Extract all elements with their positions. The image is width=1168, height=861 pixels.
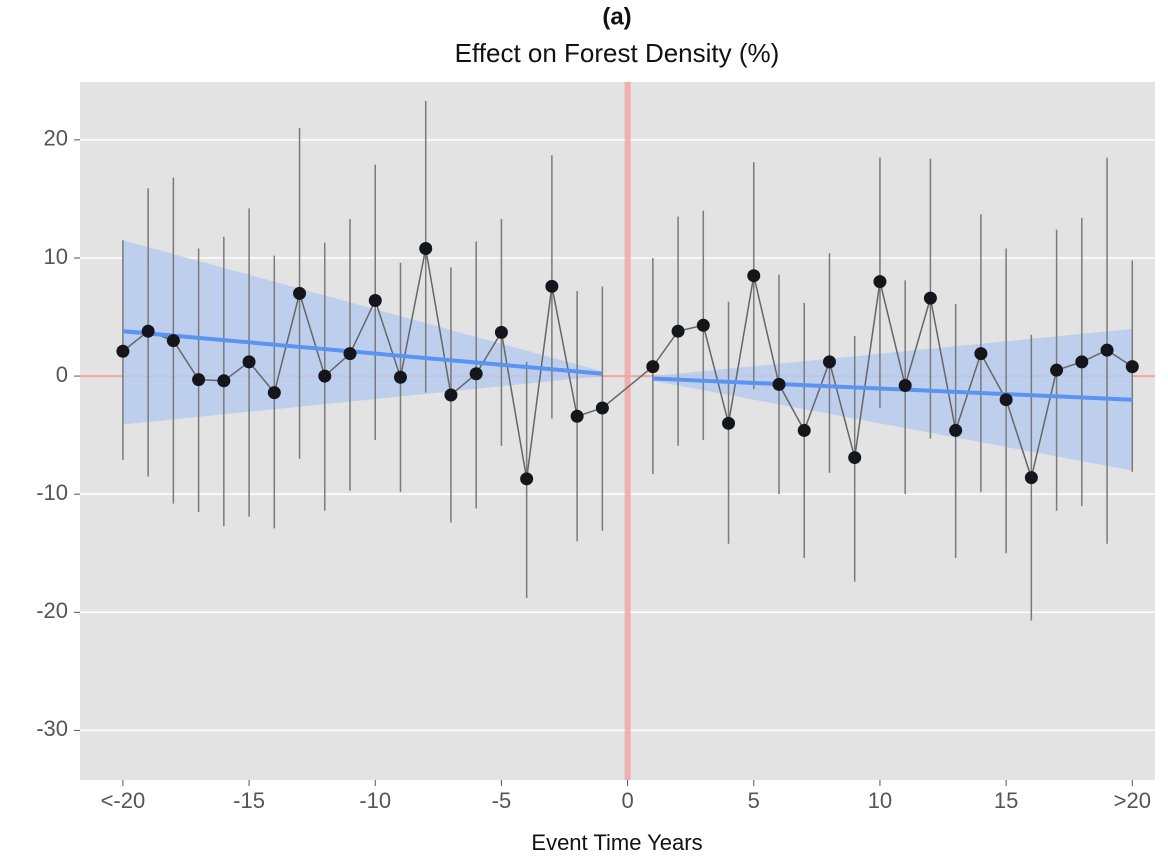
data-point <box>166 334 180 348</box>
x-tick-label: 0 <box>621 788 633 813</box>
data-point <box>595 401 609 415</box>
data-point <box>318 369 332 383</box>
panel-label: (a) <box>602 3 631 30</box>
data-point <box>419 242 433 256</box>
x-tick-label: 5 <box>748 788 760 813</box>
data-point <box>293 286 307 300</box>
x-tick-label: 10 <box>868 788 892 813</box>
y-tick-label: -30 <box>36 716 68 741</box>
x-tick-label: >20 <box>1114 788 1151 813</box>
data-point <box>1100 343 1114 357</box>
chart-title: Effect on Forest Density (%) <box>455 38 780 68</box>
data-point <box>520 472 534 486</box>
confidence-band <box>652 328 1133 471</box>
data-point <box>671 324 685 338</box>
x-tick-label: -10 <box>359 788 391 813</box>
data-point <box>494 325 508 339</box>
data-point <box>923 291 937 305</box>
data-point <box>343 347 357 361</box>
y-tick-label: 20 <box>44 126 68 151</box>
data-point <box>696 318 710 332</box>
data-point <box>393 370 407 384</box>
data-point <box>570 409 584 423</box>
y-tick-label: 10 <box>44 244 68 269</box>
data-point <box>1050 363 1064 377</box>
x-tick-label: -5 <box>492 788 512 813</box>
x-tick-label: <-20 <box>101 788 146 813</box>
data-point <box>747 269 761 283</box>
x-tick-label: 15 <box>994 788 1018 813</box>
data-point <box>949 423 963 437</box>
data-point <box>545 279 559 293</box>
data-point <box>797 423 811 437</box>
data-point <box>242 355 256 369</box>
data-point <box>848 451 862 465</box>
trend-line <box>652 376 1133 402</box>
y-tick-label: -20 <box>36 598 68 623</box>
data-point <box>444 388 458 402</box>
data-point <box>368 293 382 307</box>
data-point <box>822 355 836 369</box>
data-point <box>1125 360 1139 374</box>
data-point <box>1024 471 1038 485</box>
data-point <box>898 379 912 393</box>
x-axis-label: Event Time Years <box>531 830 702 855</box>
data-point <box>722 416 736 430</box>
data-point <box>873 275 887 289</box>
data-point <box>646 360 660 374</box>
data-point <box>267 386 281 400</box>
data-point <box>999 393 1013 407</box>
data-point <box>1075 355 1089 369</box>
data-point <box>217 374 231 388</box>
confidence-band <box>122 240 603 425</box>
data-point <box>772 377 786 391</box>
data-point <box>141 324 155 338</box>
data-point <box>469 367 483 381</box>
trend-line <box>122 329 603 376</box>
y-tick-label: -10 <box>36 480 68 505</box>
data-point <box>192 373 206 387</box>
data-point <box>116 344 130 358</box>
x-tick-label: -15 <box>233 788 265 813</box>
y-tick-label: 0 <box>56 362 68 387</box>
data-point <box>974 347 988 361</box>
